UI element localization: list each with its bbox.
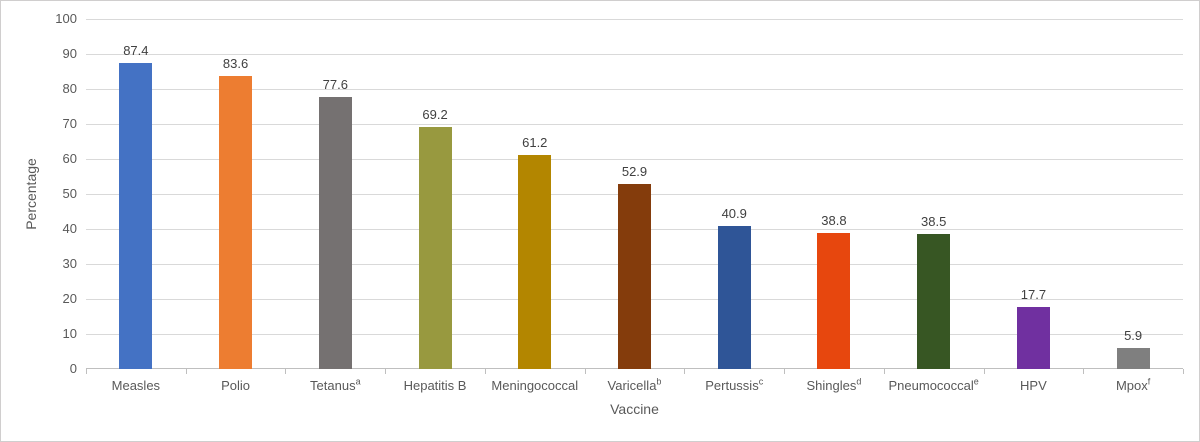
bar-value-label: 5.9	[1124, 328, 1143, 344]
bar-varicella	[618, 183, 651, 369]
x-axis-tickmark	[185, 369, 187, 374]
bar-hepatitis-b	[418, 126, 452, 369]
x-category-label: HPV	[1020, 378, 1047, 393]
x-category-label: Hepatitis B	[403, 378, 467, 393]
x-category-label: Varicellab	[607, 376, 662, 393]
bar-value-label: 40.9	[721, 205, 747, 221]
gridline-70	[86, 124, 1183, 125]
x-axis-tickmark	[584, 369, 586, 374]
y-tick-label-10: 10	[62, 326, 77, 341]
x-category-label: Tetanusa	[310, 376, 361, 393]
y-tick-label-40: 40	[62, 221, 77, 236]
x-axis-tickmark	[1083, 369, 1085, 374]
x-category-label: Pneumococcale	[888, 376, 979, 393]
x-axis-tickmark	[983, 369, 985, 374]
bar-value-label: 83.6	[222, 56, 249, 72]
category-footnote-superscript: b	[656, 376, 662, 387]
bar-pertussis	[717, 225, 751, 369]
bar-pneumococcal	[917, 234, 951, 369]
x-axis-tickmark	[883, 369, 885, 374]
bar-tetanus	[318, 97, 352, 369]
category-footnote-superscript: f	[1147, 376, 1151, 387]
bar-measles	[119, 63, 153, 369]
y-tick-label-80: 80	[62, 81, 77, 96]
bar-hpv	[1016, 307, 1050, 369]
bar-value-label: 87.4	[123, 43, 149, 59]
bar-mpox	[1116, 348, 1150, 369]
gridline-60	[86, 159, 1183, 160]
y-tick-label-0: 0	[69, 361, 77, 376]
x-axis-title: Vaccine	[610, 401, 659, 417]
category-footnote-superscript: a	[355, 376, 361, 387]
y-tick-label-90: 90	[62, 46, 77, 61]
x-category-label: Pertussisc	[705, 376, 764, 393]
bar-polio	[219, 76, 253, 369]
y-tick-label-50: 50	[62, 186, 77, 201]
x-axis-tickmark	[86, 369, 87, 374]
gridline-90	[86, 54, 1183, 55]
bar-value-label: 69.2	[422, 106, 448, 122]
x-axis-tickmark	[285, 369, 287, 374]
x-category-label: Meningococcal	[491, 378, 579, 393]
category-footnote-superscript: d	[856, 376, 862, 387]
x-axis-tickmark	[684, 369, 686, 374]
x-category-label: Measles	[111, 378, 161, 393]
bar-value-label: 52.9	[621, 163, 648, 179]
y-tick-label-60: 60	[62, 151, 77, 166]
bar-shingles	[817, 233, 851, 369]
x-category-label: Shinglesd	[806, 376, 862, 393]
y-tick-label-70: 70	[62, 116, 77, 131]
bar-meningococcal	[518, 154, 552, 369]
x-category-label: Polio	[221, 378, 251, 393]
bar-value-label: 61.2	[522, 134, 548, 150]
x-axis-tickmark	[385, 369, 387, 374]
y-tick-label-20: 20	[62, 291, 77, 306]
y-tick-label-30: 30	[62, 256, 77, 271]
x-axis-tickmark	[484, 369, 486, 374]
y-tick-label-100: 100	[55, 11, 77, 26]
x-category-label: Mpoxf	[1115, 376, 1151, 393]
gridline-100	[86, 19, 1183, 20]
plot-area: 87.4 83.6 77.6 69.2 61.2 52.9 40.9 38.8 38.5 17.7…	[86, 19, 1183, 369]
bar-value-label: 38.5	[921, 214, 947, 230]
bar-value-label: 17.7	[1020, 287, 1047, 303]
bar-value-label: 77.6	[322, 77, 348, 93]
x-axis-tickmark	[784, 369, 786, 374]
gridline-80	[86, 89, 1183, 90]
x-axis-tickmark	[1183, 369, 1184, 374]
category-footnote-superscript: e	[973, 376, 979, 387]
bar-value-label: 38.8	[821, 213, 847, 229]
category-footnote-superscript: c	[758, 376, 764, 387]
